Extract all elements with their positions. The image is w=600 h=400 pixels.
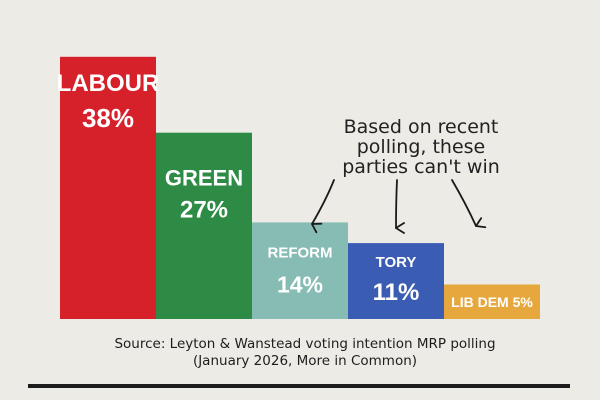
arrow-to-tory (395, 179, 405, 234)
annotation: Based on recent polling, these parties c… (311, 116, 500, 234)
bar-category-label-reform: REFORM (268, 244, 333, 261)
bar-labour (60, 56, 156, 320)
arrow-to-lib-dem (451, 179, 487, 229)
annotation-line-2: polling, these (357, 136, 485, 158)
annotation-line-3: parties can't win (342, 156, 500, 178)
bar-lib-dem (444, 284, 540, 319)
bars-layer: LABOUR 38% GREEN 27% REFORM 14% TORY 11% LIB DEM… (57, 56, 540, 320)
divider-rule (28, 384, 570, 388)
source-line-2: (January 2026, More in Common) (193, 353, 417, 369)
bar-value-label-reform: 14% (277, 271, 323, 297)
bar-value-label-green: 27% (180, 197, 228, 224)
bar-tory (348, 243, 444, 319)
bar-category-label-tory: TORY (376, 254, 417, 271)
bar-value-label-labour: 38% (82, 103, 134, 133)
source-line-1: Source: Leyton & Wanstead voting intenti… (114, 336, 495, 352)
bar-label-lib-dem: LIB DEM 5% (451, 294, 533, 310)
annotation-line-1: Based on recent (344, 116, 499, 138)
bar-green (156, 132, 252, 319)
bar-value-label-tory: 11% (373, 279, 420, 306)
bar-reform (252, 222, 348, 319)
arrow-to-reform (311, 179, 335, 234)
bar-category-label-labour: LABOUR (57, 70, 160, 97)
bar-category-label-green: GREEN (165, 166, 243, 191)
